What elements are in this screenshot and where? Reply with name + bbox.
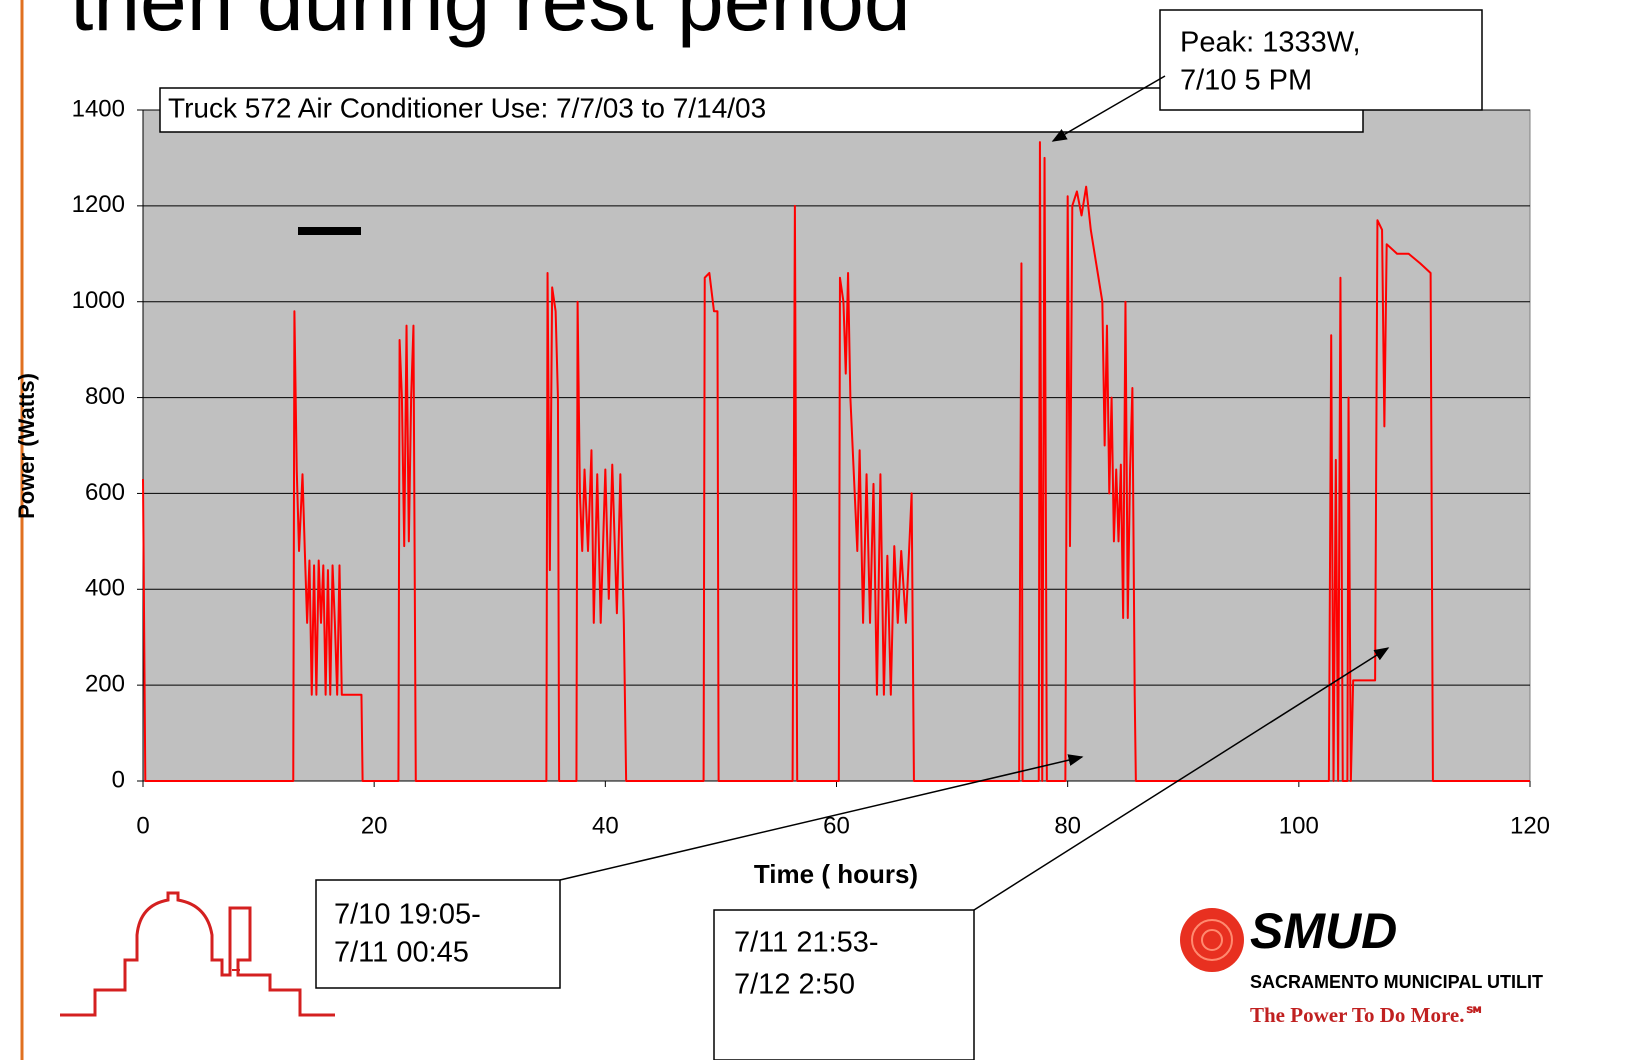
y-tick-label: 1400 [72,95,125,122]
x-tick-label: 60 [823,812,850,839]
annotation-text: 7/11 21:53- [734,927,879,959]
y-tick-label: 1200 [72,191,125,218]
smud-logo-mark [1180,908,1244,972]
y-tick-label: 800 [85,383,125,410]
y-axis-label: Power (Watts) [14,373,39,519]
x-tick-label: 120 [1510,812,1550,839]
slide-title: then during rest period [70,0,911,48]
logo-subtitle: SACRAMENTO MUNICIPAL UTILIT [1250,972,1543,992]
annotation-text: 7/12 2:50 [734,969,855,1001]
y-tick-label: 1000 [72,287,125,314]
x-axis-label: Time ( hours) [754,859,918,889]
annotation-arrow [1051,75,1166,142]
y-tick-label: 400 [85,575,125,602]
capitol-logo [60,891,335,1017]
annotation-text: 7/10 19:05- [334,899,481,931]
logo-name: SMUD [1250,903,1397,959]
plot-area [142,109,1531,782]
annotation-text: 7/11 00:45 [334,937,469,969]
y-tick-label: 200 [85,670,125,697]
y-tick-label: 600 [85,479,125,506]
x-tick-label: 20 [361,812,388,839]
x-tick-label: 100 [1279,812,1319,839]
annotation-arrow [973,647,1390,911]
x-tick-label: 80 [1054,812,1081,839]
annotation-text: Peak: 1333W, [1180,27,1361,59]
smud-logo-mark [1201,929,1223,951]
annotation-arrow [559,754,1084,881]
y-tick-label: 0 [112,766,125,793]
smud-logo-mark [1191,919,1233,961]
data-line [142,141,1530,782]
logo-tagline: The Power To Do More.℠ [1250,1003,1486,1027]
annotation-text: 7/10 5 PM [1180,65,1312,97]
x-tick-label: 0 [136,812,149,839]
chart-title: Truck 572 Air Conditioner Use: 7/7/03 to… [168,92,766,123]
annotation-box [1159,9,1483,111]
annotation-box [713,909,975,1060]
annotation-box [315,879,561,989]
decoration [298,227,361,235]
x-tick-label: 40 [592,812,619,839]
